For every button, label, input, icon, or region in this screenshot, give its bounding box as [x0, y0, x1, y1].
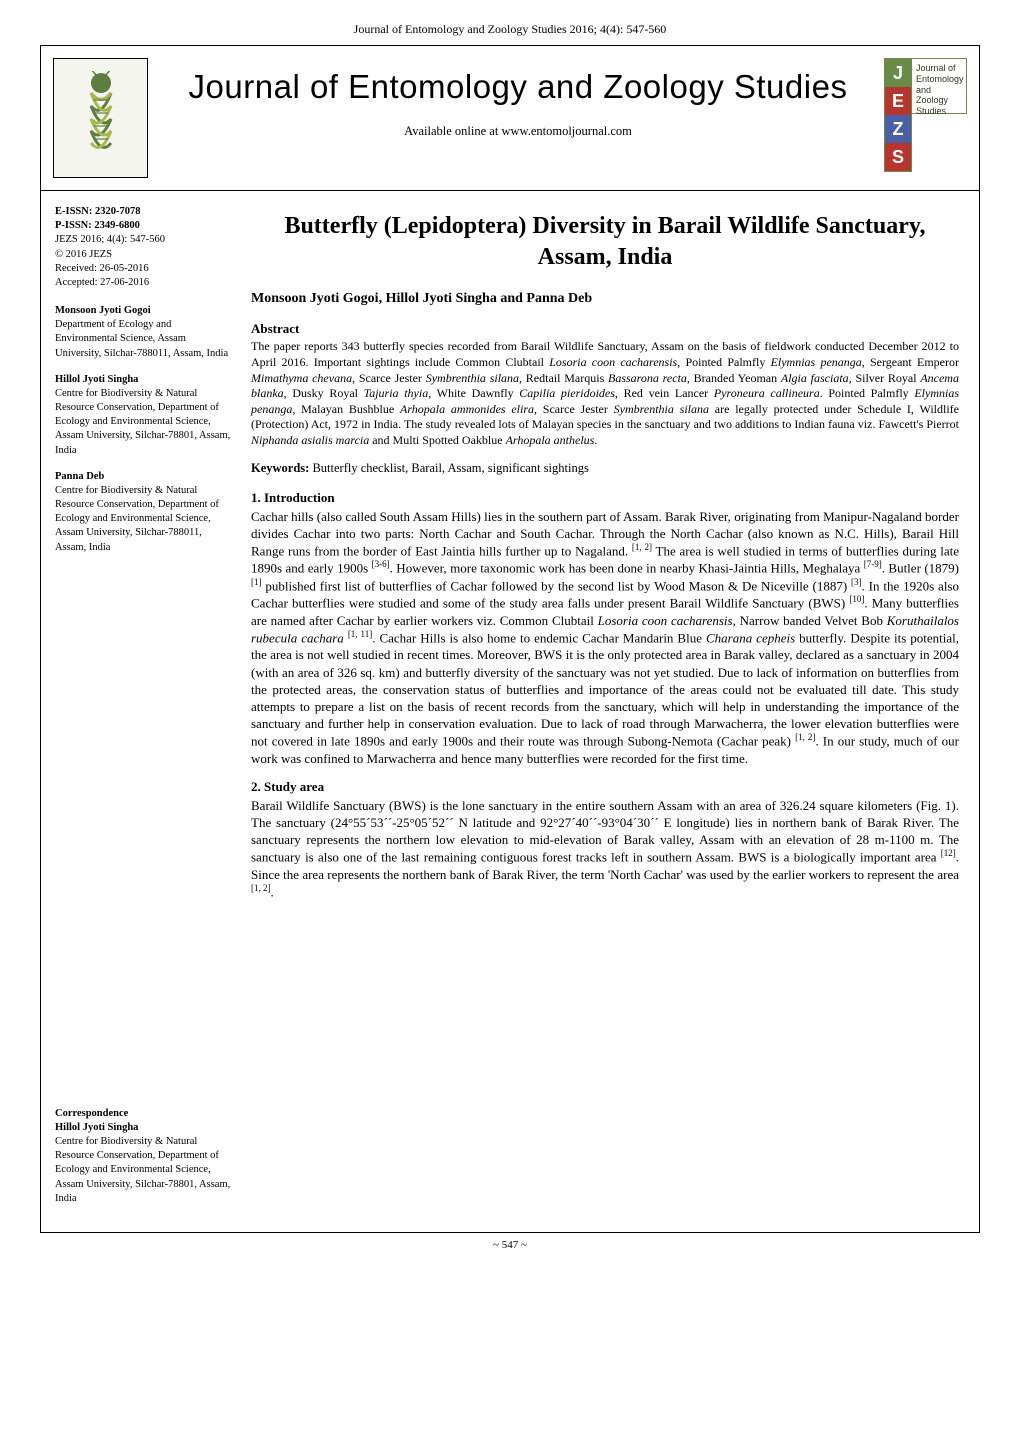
author-block-1: Monsoon Jyoti Gogoi Department of Ecolog… — [55, 304, 231, 361]
author-name: Panna Deb — [55, 470, 231, 484]
author-affiliation: Centre for Biodiversity & Natural Resour… — [55, 387, 231, 458]
dna-insect-icon — [66, 71, 136, 166]
jezs-letter-s: S — [885, 143, 911, 171]
journal-logo-left — [53, 58, 148, 178]
sidebar-spacer — [55, 567, 231, 1107]
received-date: Received: 26-05-2016 — [55, 262, 231, 276]
jezs-letter-j: J — [885, 59, 911, 87]
journal-name: Journal of Entomology and Zoology Studie… — [166, 68, 870, 106]
keywords-line: Keywords: Butterfly checklist, Barail, A… — [251, 461, 959, 476]
keywords-text: Butterfly checklist, Barail, Assam, sign… — [309, 461, 588, 475]
author-block-2: Hillol Jyoti Singha Centre for Biodivers… — [55, 373, 231, 458]
available-online-line: Available online at www.entomoljournal.c… — [166, 124, 870, 139]
masthead-center: Journal of Entomology and Zoology Studie… — [158, 46, 878, 151]
issn-block: E-ISSN: 2320-7078 P-ISSN: 2349-6800 JEZS… — [55, 205, 231, 290]
accepted-date: Accepted: 27-06-2016 — [55, 276, 231, 290]
left-sidebar: E-ISSN: 2320-7078 P-ISSN: 2349-6800 JEZS… — [41, 191, 241, 1232]
keywords-label: Keywords: — [251, 461, 309, 475]
author-block-3: Panna Deb Centre for Biodiversity & Natu… — [55, 470, 231, 555]
main-column: Butterfly (Lepidoptera) Diversity in Bar… — [241, 191, 979, 1232]
paper-authors-line: Monsoon Jyoti Gogoi, Hillol Jyoti Singha… — [251, 291, 959, 307]
author-affiliation: Department of Ecology and Environmental … — [55, 318, 231, 361]
author-affiliation: Centre for Biodiversity & Natural Resour… — [55, 484, 231, 555]
introduction-heading: 1. Introduction — [251, 490, 959, 506]
pissn: P-ISSN: 2349-6800 — [55, 219, 231, 233]
correspondence-block: Correspondence Hillol Jyoti Singha Centr… — [55, 1107, 231, 1206]
study-area-heading: 2. Study area — [251, 779, 959, 795]
eissn: E-ISSN: 2320-7078 — [55, 205, 231, 219]
page-number: ~ 547 ~ — [0, 1233, 1020, 1257]
journal-logo-right: J E Z S Journal of Entomology and Zoolog… — [884, 58, 967, 172]
correspondence-affiliation: Centre for Biodiversity & Natural Resour… — [55, 1135, 231, 1206]
volume-ref: JEZS 2016; 4(4): 547-560 — [55, 233, 231, 247]
study-area-text: Barail Wildlife Sanctuary (BWS) is the l… — [251, 797, 959, 901]
masthead: Journal of Entomology and Zoology Studie… — [41, 46, 979, 191]
page-frame: Journal of Entomology and Zoology Studie… — [40, 45, 980, 1233]
jezs-letter-z: Z — [885, 115, 911, 143]
running-head: Journal of Entomology and Zoology Studie… — [0, 0, 1020, 45]
introduction-text: Cachar hills (also called South Assam Hi… — [251, 508, 959, 767]
jezs-side-text: Journal of Entomology and Zoology Studie… — [912, 58, 967, 114]
correspondence-name: Hillol Jyoti Singha — [55, 1121, 231, 1135]
paper-title: Butterfly (Lepidoptera) Diversity in Bar… — [251, 211, 959, 273]
correspondence-label: Correspondence — [55, 1107, 231, 1121]
jezs-letter-e: E — [885, 87, 911, 115]
jezs-letter-blocks: J E Z S — [884, 58, 912, 172]
copyright: © 2016 JEZS — [55, 248, 231, 262]
author-name: Hillol Jyoti Singha — [55, 373, 231, 387]
content-columns: E-ISSN: 2320-7078 P-ISSN: 2349-6800 JEZS… — [41, 191, 979, 1232]
author-name: Monsoon Jyoti Gogoi — [55, 304, 231, 318]
abstract-text: The paper reports 343 butterfly species … — [251, 339, 959, 448]
abstract-heading: Abstract — [251, 321, 959, 337]
